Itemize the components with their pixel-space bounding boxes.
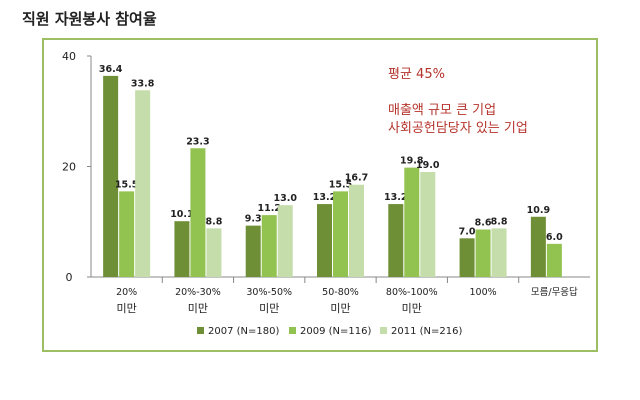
category-label-3-1: 미만 <box>330 302 350 315</box>
category-label-2-1: 미만 <box>259 302 279 315</box>
data-label-5-2: 8.8 <box>491 216 508 227</box>
data-label-6-1: 6.0 <box>546 232 563 243</box>
bar-4-0 <box>388 204 404 277</box>
category-label-1-0: 20%-30% <box>175 287 221 298</box>
data-label-5-1: 8.6 <box>475 217 492 228</box>
y-tick-label-2: 40 <box>62 50 76 63</box>
bar-5-0 <box>459 238 475 277</box>
data-label-6-0: 10.9 <box>527 205 550 216</box>
data-label-3-0: 13.2 <box>313 192 336 203</box>
legend-swatch-0 <box>197 327 204 334</box>
data-label-1-2: 8.8 <box>206 216 223 227</box>
category-label-6-0: 모름/무응답 <box>531 286 578 298</box>
data-label-2-2: 13.0 <box>273 193 297 204</box>
category-label-3-0: 50-80% <box>322 287 359 298</box>
y-tick-label-1: 20 <box>62 161 76 174</box>
bar-0-2 <box>135 90 151 277</box>
data-label-1-0: 10.1 <box>170 209 193 220</box>
category-label-1-1: 미만 <box>188 302 208 315</box>
bar-2-1 <box>261 215 277 277</box>
category-label-0-0: 20% <box>116 287 137 298</box>
legend-swatch-2 <box>380 327 387 334</box>
bar-5-1 <box>475 229 491 277</box>
bar-2-0 <box>245 225 261 277</box>
data-label-1-1: 23.3 <box>186 136 209 147</box>
legend-label-2: 2011 (N=216) <box>391 326 462 337</box>
data-label-0-0: 36.4 <box>99 64 123 75</box>
bar-1-1 <box>190 148 206 277</box>
bar-3-0 <box>317 204 332 277</box>
bar-0-1 <box>119 191 135 277</box>
bar-4-2 <box>420 172 436 277</box>
data-label-5-0: 7.0 <box>459 226 476 237</box>
data-label-4-2: 19.0 <box>416 160 440 171</box>
category-label-0-1: 미만 <box>117 302 137 315</box>
bar-1-2 <box>206 228 222 277</box>
bar-1-0 <box>174 221 190 277</box>
bar-0-0 <box>103 75 119 277</box>
data-label-0-2: 33.8 <box>131 78 155 89</box>
category-label-2-0: 30%-50% <box>246 287 292 298</box>
legend-label-1: 2009 (N=116) <box>300 326 371 337</box>
category-label-4-0: 80%-100% <box>386 287 438 298</box>
y-tick-label-0: 0 <box>66 271 73 284</box>
data-label-4-1: 19.8 <box>400 156 424 167</box>
data-label-0-1: 15.5 <box>115 179 138 190</box>
legend-label-0: 2007 (N=180) <box>208 326 279 337</box>
annotation-large-revenue: 매출액 규모 큰 기업 <box>388 103 497 118</box>
legend-swatch-1 <box>289 327 296 334</box>
chart-frame <box>42 38 598 352</box>
bar-6-1 <box>546 243 562 277</box>
bar-3-1 <box>333 191 348 277</box>
data-label-3-2: 16.7 <box>345 173 368 184</box>
category-label-4-1: 미만 <box>402 302 422 315</box>
annotation-average: 평균 45% <box>388 67 445 82</box>
bar-5-2 <box>491 228 507 277</box>
category-label-5-0: 100% <box>469 287 496 298</box>
data-label-4-0: 13.2 <box>384 192 407 203</box>
page-title: 직원 자원봉사 참여율 <box>22 10 157 28</box>
bar-4-1 <box>404 167 420 277</box>
bar-2-2 <box>277 205 293 277</box>
data-label-3-1: 15.5 <box>329 179 352 190</box>
annotation-csr-staff: 사회공헌담당자 있는 기업 <box>388 121 528 136</box>
data-label-2-1: 11.2 <box>257 203 280 214</box>
bar-6-0 <box>530 216 546 277</box>
bar-3-2 <box>349 184 364 277</box>
data-label-2-0: 9.3 <box>245 214 262 225</box>
